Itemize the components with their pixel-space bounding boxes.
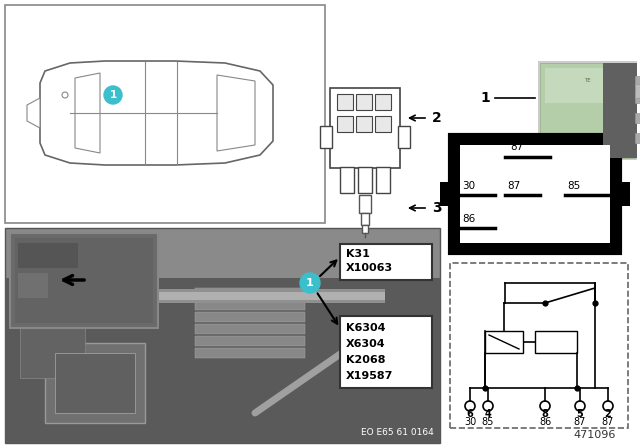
Text: X10063: X10063: [346, 263, 393, 273]
Bar: [356, 94, 372, 110]
Polygon shape: [217, 75, 255, 151]
Text: 87: 87: [574, 417, 586, 427]
Circle shape: [62, 92, 68, 98]
Text: 2: 2: [605, 409, 611, 419]
Text: 87: 87: [602, 417, 614, 427]
Bar: [195, 336, 305, 346]
Bar: [361, 213, 369, 225]
Text: 85: 85: [482, 417, 494, 427]
Bar: [55, 353, 135, 413]
Bar: [20, 308, 85, 378]
Bar: [18, 273, 48, 298]
Bar: [105, 292, 385, 300]
Bar: [538, 61, 637, 160]
Polygon shape: [27, 98, 40, 128]
Text: 6: 6: [467, 409, 474, 419]
Circle shape: [465, 401, 475, 411]
Bar: [535, 331, 577, 353]
Bar: [545, 68, 630, 103]
Bar: [340, 167, 354, 193]
Bar: [10, 233, 158, 328]
Text: K31: K31: [346, 249, 370, 259]
Text: TE: TE: [584, 78, 590, 82]
Circle shape: [104, 86, 122, 104]
Bar: [195, 312, 305, 322]
Bar: [460, 145, 610, 243]
Text: 30: 30: [464, 417, 476, 427]
Bar: [375, 116, 391, 132]
Text: 5: 5: [577, 409, 584, 419]
Bar: [195, 288, 305, 298]
Bar: [440, 182, 452, 206]
Text: X19587: X19587: [346, 371, 394, 381]
Text: 1: 1: [109, 90, 116, 100]
Text: 85: 85: [567, 181, 580, 191]
Text: 2: 2: [432, 111, 442, 125]
Text: K2068: K2068: [346, 355, 385, 365]
Bar: [540, 63, 635, 158]
Text: 87: 87: [510, 142, 524, 152]
Bar: [450, 135, 620, 253]
Bar: [340, 244, 432, 280]
Text: 4: 4: [484, 409, 492, 419]
Bar: [45, 343, 145, 423]
Circle shape: [300, 273, 320, 293]
Bar: [10, 293, 95, 383]
Bar: [320, 126, 332, 148]
Text: 1: 1: [306, 278, 314, 288]
Bar: [195, 324, 305, 334]
Polygon shape: [75, 73, 100, 153]
Text: 30: 30: [462, 181, 475, 191]
Bar: [330, 88, 400, 168]
Bar: [375, 94, 391, 110]
Text: 87: 87: [507, 181, 520, 191]
Bar: [635, 84, 640, 98]
Bar: [195, 300, 305, 310]
Circle shape: [540, 401, 550, 411]
Bar: [5, 5, 325, 223]
Bar: [618, 182, 630, 206]
Text: EO E65 61 0164: EO E65 61 0164: [361, 428, 434, 437]
Text: 471096: 471096: [574, 430, 616, 440]
Bar: [195, 348, 305, 358]
Text: 86: 86: [462, 214, 476, 224]
Bar: [356, 116, 372, 132]
Text: 1: 1: [480, 91, 490, 105]
Bar: [359, 195, 371, 213]
Bar: [635, 113, 640, 123]
Bar: [15, 238, 153, 323]
Bar: [362, 225, 368, 233]
Bar: [398, 126, 410, 148]
Bar: [358, 167, 372, 193]
Circle shape: [575, 401, 585, 411]
Bar: [450, 263, 628, 428]
Circle shape: [603, 401, 613, 411]
Bar: [337, 116, 353, 132]
Bar: [635, 93, 640, 103]
Bar: [105, 289, 385, 303]
Bar: [5, 278, 440, 443]
Bar: [18, 243, 78, 268]
Circle shape: [483, 401, 493, 411]
Bar: [485, 331, 523, 353]
Text: 3: 3: [432, 201, 442, 215]
Bar: [5, 228, 440, 443]
Bar: [340, 316, 432, 388]
Bar: [376, 167, 390, 193]
Text: 86: 86: [539, 417, 551, 427]
Bar: [337, 94, 353, 110]
Text: K6304: K6304: [346, 323, 385, 333]
Text: X6304: X6304: [346, 339, 386, 349]
Bar: [635, 133, 640, 143]
Polygon shape: [40, 61, 273, 165]
Bar: [635, 76, 640, 86]
Bar: [603, 63, 637, 158]
Text: 8: 8: [541, 409, 548, 419]
